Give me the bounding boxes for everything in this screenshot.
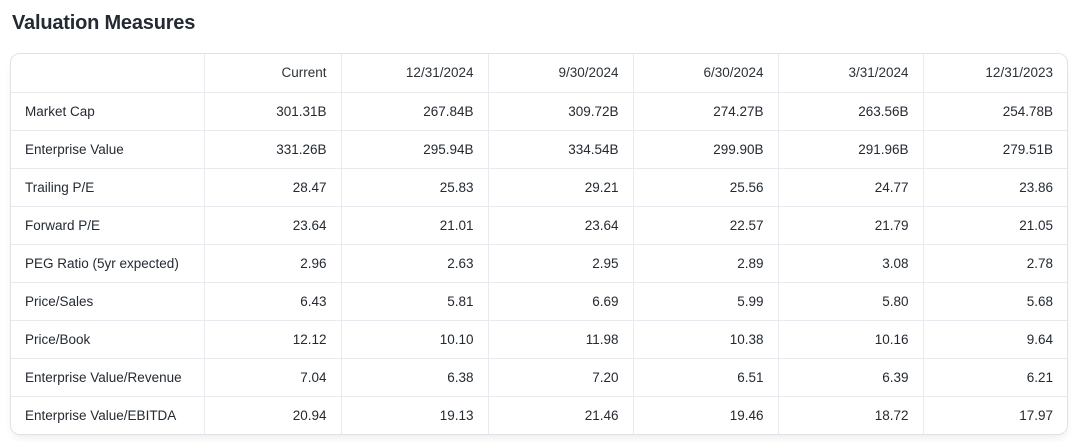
table-cell: 7.04 (203, 357, 341, 396)
table-row: Market Cap 301.31B 267.84B 309.72B 274.27B 26… (11, 91, 1067, 130)
table-cell: 29.21 (487, 167, 633, 206)
table-cell: 18.72 (777, 395, 923, 434)
table-cell: 301.31B (203, 91, 341, 130)
table-cell: 21.79 (777, 205, 923, 244)
table-row: Price/Book 12.12 10.10 11.98 10.38 10.16 9.64 (11, 319, 1067, 358)
header-cell-date: 12/31/2024 (340, 54, 488, 92)
table-cell: 10.10 (340, 319, 488, 358)
table-cell: 274.27B (632, 91, 778, 130)
table-cell: 17.97 (922, 395, 1067, 434)
table-cell: 21.46 (487, 395, 633, 434)
table-cell: 2.95 (487, 243, 633, 282)
valuation-table-container: Current 12/31/2024 9/30/2024 6/30/2024 3… (10, 53, 1068, 435)
row-label: Price/Book (11, 319, 204, 358)
table-cell: 5.99 (632, 281, 778, 320)
header-cell-blank (11, 54, 204, 92)
table-cell: 6.51 (632, 357, 778, 396)
row-label: Forward P/E (11, 205, 204, 244)
table-cell: 20.94 (203, 395, 341, 434)
row-label: Enterprise Value/Revenue (11, 357, 204, 396)
table-cell: 263.56B (777, 91, 923, 130)
header-cell-current: Current (203, 54, 341, 92)
table-cell: 28.47 (203, 167, 341, 206)
table-cell: 24.77 (777, 167, 923, 206)
table-cell: 6.43 (203, 281, 341, 320)
header-cell-date: 3/31/2024 (777, 54, 923, 92)
table-cell: 19.13 (340, 395, 488, 434)
header-cell-date: 9/30/2024 (487, 54, 633, 92)
table-row: Enterprise Value/Revenue 7.04 6.38 7.20 6.51… (11, 357, 1067, 396)
table-cell: 5.68 (922, 281, 1067, 320)
table-cell: 2.78 (922, 243, 1067, 282)
table-cell: 5.80 (777, 281, 923, 320)
row-label: PEG Ratio (5yr expected) (11, 243, 204, 282)
table-cell: 23.64 (203, 205, 341, 244)
table-cell: 6.21 (922, 357, 1067, 396)
table-cell: 10.38 (632, 319, 778, 358)
table-cell: 331.26B (203, 129, 341, 168)
table-row: Forward P/E 23.64 21.01 23.64 22.57 21.79 21.0… (11, 205, 1067, 244)
table-cell: 309.72B (487, 91, 633, 130)
table-header: Current 12/31/2024 9/30/2024 6/30/2024 3… (11, 54, 1067, 92)
table-cell: 334.54B (487, 129, 633, 168)
table-cell: 23.64 (487, 205, 633, 244)
table-row: PEG Ratio (5yr expected) 2.96 2.63 2.95 2.89… (11, 243, 1067, 282)
table-cell: 299.90B (632, 129, 778, 168)
table-cell: 295.94B (340, 129, 488, 168)
table-row: Enterprise Value 331.26B 295.94B 334.54B 299… (11, 129, 1067, 168)
table-cell: 21.01 (340, 205, 488, 244)
table-cell: 6.39 (777, 357, 923, 396)
table-cell: 267.84B (340, 91, 488, 130)
row-label: Price/Sales (11, 281, 204, 320)
row-label: Enterprise Value/EBITDA (11, 395, 204, 434)
page-title: Valuation Measures (12, 12, 196, 34)
table-cell: 2.89 (632, 243, 778, 282)
table-body: Market Cap 301.31B 267.84B 309.72B 274.27B 26… (11, 91, 1067, 434)
table-cell: 10.16 (777, 319, 923, 358)
table-cell: 12.12 (203, 319, 341, 358)
table-cell: 3.08 (777, 243, 923, 282)
table-cell: 7.20 (487, 357, 633, 396)
table-row: Enterprise Value/EBITDA 20.94 19.13 21.46 19… (11, 395, 1067, 434)
table-cell: 21.05 (922, 205, 1067, 244)
table-cell: 2.63 (340, 243, 488, 282)
table-cell: 254.78B (922, 91, 1067, 130)
header-cell-date: 12/31/2023 (922, 54, 1067, 92)
table-row: Price/Sales 6.43 5.81 6.69 5.99 5.80 5.68 (11, 281, 1067, 320)
table-cell: 23.86 (922, 167, 1067, 206)
table-cell: 9.64 (922, 319, 1067, 358)
table-cell: 25.83 (340, 167, 488, 206)
table-cell: 22.57 (632, 205, 778, 244)
table-cell: 6.38 (340, 357, 488, 396)
row-label: Market Cap (11, 91, 204, 130)
row-label: Enterprise Value (11, 129, 204, 168)
table-row: Trailing P/E 28.47 25.83 29.21 25.56 24.77 23.… (11, 167, 1067, 206)
header-row: Current 12/31/2024 9/30/2024 6/30/2024 3… (11, 54, 1067, 92)
table-cell: 25.56 (632, 167, 778, 206)
valuation-table: Current 12/31/2024 9/30/2024 6/30/2024 3… (11, 54, 1067, 434)
table-cell: 279.51B (922, 129, 1067, 168)
table-cell: 11.98 (487, 319, 633, 358)
table-cell: 6.69 (487, 281, 633, 320)
table-cell: 19.46 (632, 395, 778, 434)
table-cell: 2.96 (203, 243, 341, 282)
header-cell-date: 6/30/2024 (632, 54, 778, 92)
row-label: Trailing P/E (11, 167, 204, 206)
table-cell: 5.81 (340, 281, 488, 320)
table-cell: 291.96B (777, 129, 923, 168)
